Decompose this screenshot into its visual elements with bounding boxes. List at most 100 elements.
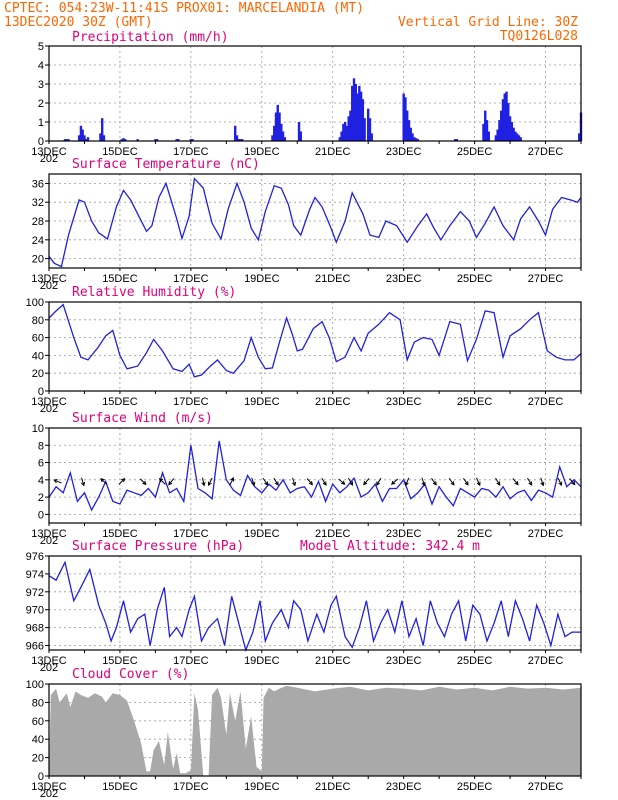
wind-arrow-head: [121, 477, 126, 483]
temp-xtick-year: 202: [40, 280, 58, 292]
precip-bar: [349, 110, 352, 141]
precip-bar: [85, 139, 88, 141]
precip-xtick-label: 13DEC: [31, 146, 67, 158]
wind-arrow: [139, 478, 147, 486]
wind-arrow-shaft: [321, 477, 327, 486]
precip-bar: [283, 137, 287, 141]
wind-xtick-label: 23DEC: [386, 528, 422, 540]
rh-xtick-label: 13DEC: [31, 396, 67, 408]
precip-bar: [359, 91, 363, 141]
press-xtick-label: 25DEC: [457, 655, 493, 667]
temp-panel: 20 24 28 32 36 13DEC 15DEC 17DEC 19DEC 21DEC 23DEC…: [31, 157, 582, 292]
rh-ytick-label: 0: [38, 386, 44, 398]
wind-arrow-head: [53, 479, 58, 484]
precip-ytick-label: 0: [38, 136, 44, 148]
precip-bar: [237, 139, 240, 141]
wind-arrow-head: [528, 481, 533, 486]
precip-bar: [411, 133, 414, 141]
press-xtick-year: 202: [40, 662, 58, 674]
press-ytick-label: 974: [26, 569, 44, 581]
rh-xtick-label: 23DEC: [386, 396, 422, 408]
cloud-ytick-label: 0: [38, 771, 44, 783]
precip-bar: [191, 139, 194, 141]
temp-ytick-label: 24: [32, 235, 44, 247]
wind-arrow-head: [432, 481, 437, 486]
press-xtick-label: 17DEC: [173, 655, 209, 667]
temp-xtick-label: 13DEC: [31, 273, 67, 285]
precip-ytick-label: 5: [38, 41, 44, 53]
wind-arrow: [207, 477, 213, 487]
press-xtick-label: 23DEC: [386, 655, 422, 667]
press-xtick-label: 27DEC: [528, 655, 564, 667]
temp-xtick-label: 17DEC: [173, 273, 209, 285]
wind-arrow-shaft: [306, 478, 313, 485]
precip-bar: [363, 118, 366, 141]
wind-arrow-head: [142, 480, 147, 486]
precip-xtick-label: 27DEC: [528, 146, 564, 158]
wind-arrow: [306, 478, 313, 486]
rh-panel: 0 20 40 60 80 100 13DEC 15DEC 17DEC 19DEC 21DEC 23D…: [26, 285, 582, 415]
precip-bar: [65, 139, 68, 141]
precip-bar: [99, 133, 102, 141]
wind-ytick-label: 8: [38, 440, 44, 452]
precip-ytick-label: 1: [38, 117, 44, 129]
precip-bar: [276, 104, 279, 141]
precip-bar: [155, 139, 159, 141]
precip-xtick-label: 15DEC: [102, 146, 138, 158]
temp-xtick-label: 25DEC: [457, 273, 493, 285]
precip-bar: [281, 131, 285, 141]
rh-ytick-label: 60: [32, 333, 44, 345]
precip-bar: [274, 112, 278, 141]
temp-ytick-label: 36: [32, 178, 44, 190]
wind-arrow-head: [404, 481, 409, 487]
precip-bar: [508, 116, 512, 141]
precip-bar: [239, 139, 242, 141]
wind-arrow-head: [464, 481, 469, 486]
wind-arrow-shaft: [262, 477, 268, 486]
precip-xtick-label: 21DEC: [315, 146, 351, 158]
precip-bar: [510, 122, 514, 141]
cloud-title: Cloud Cover (%): [72, 667, 189, 682]
cloud-xtick-label: 27DEC: [528, 781, 564, 793]
wind-arrow-shaft: [229, 477, 234, 486]
wind-arrow: [321, 477, 327, 486]
wind-ytick-label: 10: [32, 423, 44, 435]
wind-arrow-shaft: [251, 477, 255, 486]
wind-arrow: [404, 477, 410, 487]
wind-arrow: [527, 477, 533, 486]
wind-ytick-label: 0: [38, 509, 44, 521]
precip-bar: [501, 99, 505, 141]
precip-bar: [500, 110, 503, 141]
temp-xtick-label: 15DEC: [102, 273, 138, 285]
precip-xtick-label: 23DEC: [386, 146, 422, 158]
cloud-xtick-label: 21DEC: [315, 781, 351, 793]
precip-ytick-label: 4: [38, 60, 44, 72]
wind-arrow-head: [476, 481, 481, 487]
precip-bar: [175, 139, 178, 141]
temp-xtick-label: 23DEC: [386, 273, 422, 285]
wind-title: Surface Wind (m/s): [72, 411, 213, 426]
precip-bar: [455, 139, 459, 141]
rh-ytick-label: 20: [32, 368, 44, 380]
precip-bar: [406, 110, 409, 141]
cloud-panel: 0 20 40 60 80 100 13DEC 15DEC 17DEC 19DEC 21DEC 23D…: [26, 667, 582, 800]
precip-bar: [515, 133, 519, 141]
cloud-xtick-year: 202: [40, 788, 58, 800]
wind-arrow: [292, 477, 297, 487]
wind-arrow-head: [349, 481, 354, 486]
precip-ytick-label: 3: [38, 79, 44, 91]
wind-arrow: [158, 477, 166, 485]
wind-arrow-shaft: [476, 477, 481, 486]
precip-bar: [361, 99, 365, 141]
header-date: 13DEC2020 30Z (GMT): [4, 15, 153, 30]
precip-bar: [351, 85, 354, 141]
wind-arrow-shaft: [208, 477, 213, 486]
wind-arrow: [201, 477, 206, 487]
precip-bar: [83, 135, 86, 141]
press-xtick-label: 21DEC: [315, 655, 351, 667]
rh-xtick-label: 19DEC: [244, 396, 280, 408]
precip-bar: [273, 125, 276, 141]
wind-arrow-shaft: [168, 478, 175, 485]
wind-arrow-head: [158, 477, 164, 483]
precip-bar: [409, 127, 412, 141]
